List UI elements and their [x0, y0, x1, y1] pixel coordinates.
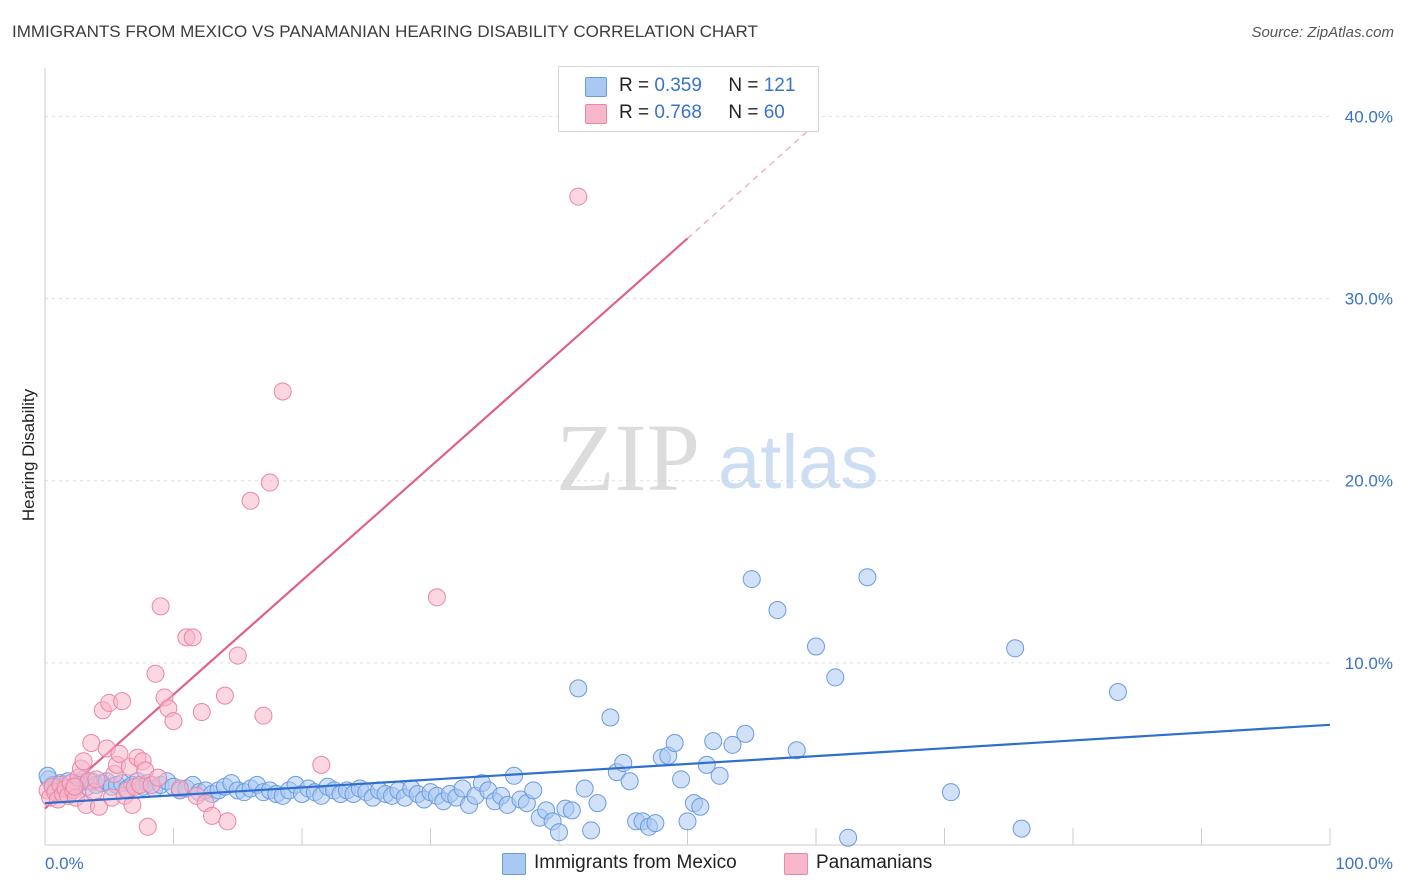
x-tick-label: 0.0%	[45, 854, 84, 873]
point-panamanians	[170, 779, 189, 798]
point-mexico	[691, 797, 710, 816]
watermark: ZIP atlas	[556, 404, 879, 511]
y-tick-label: 10.0%	[1345, 654, 1393, 673]
point-mexico	[723, 735, 742, 754]
point-panamanians	[192, 703, 211, 722]
y-tick-label: 30.0%	[1345, 290, 1393, 309]
point-mexico	[588, 794, 607, 813]
point-mexico	[672, 770, 691, 789]
bottom-legend-swatch-mexico	[502, 853, 526, 875]
legend-n-value: 60	[763, 102, 785, 123]
x-tick-label: 100.0%	[1335, 854, 1393, 873]
point-mexico	[1108, 683, 1127, 701]
point-mexico	[582, 821, 601, 840]
point-panamanians	[151, 597, 170, 616]
y-axis-title: Hearing Disability	[19, 388, 38, 521]
point-mexico	[550, 823, 568, 842]
legend-r-label: R =	[619, 102, 650, 123]
point-mexico	[826, 668, 845, 687]
point-panamanians	[89, 797, 108, 816]
point-panamanians	[183, 628, 202, 647]
trend-line-mexico	[44, 723, 1331, 805]
bottom-legend-label-mexico: Immigrants from Mexico	[534, 852, 737, 873]
point-mexico	[742, 570, 761, 589]
point-mexico	[839, 828, 858, 847]
trend-line-panamanians	[44, 123, 817, 810]
legend-n-value: 121	[763, 75, 796, 96]
legend-n-label: N =	[728, 102, 759, 123]
point-panamanians	[164, 712, 183, 731]
legend-r-value: 0.768	[654, 102, 702, 123]
point-panamanians	[82, 734, 101, 752]
point-mexico	[1012, 819, 1031, 838]
source-label: Source: ZipAtlas.com	[1251, 24, 1394, 41]
point-panamanians	[254, 706, 273, 725]
point-panamanians	[113, 692, 132, 711]
point-panamanians	[203, 806, 222, 825]
tick-labels: 10.0% 20.0% 30.0% 40.0% 0.0% 100.0%	[45, 107, 1393, 873]
point-panamanians	[87, 770, 106, 789]
grid-lines	[45, 115, 1331, 845]
point-panamanians	[74, 752, 93, 771]
legend-r-value: 0.359	[654, 75, 702, 96]
point-mexico	[710, 766, 729, 785]
point-mexico	[807, 637, 825, 656]
trend-line-mexico-solid	[44, 723, 1331, 805]
point-panamanians	[149, 768, 168, 787]
point-panamanians	[427, 588, 446, 607]
trend-line-panamanians-extension	[687, 123, 817, 240]
bottom-legend-label-panamanians: Panamanians	[816, 852, 933, 873]
point-mexico	[562, 801, 581, 820]
point-panamanians	[218, 812, 237, 831]
points-mexico	[38, 568, 1127, 847]
legend-swatch-panamanians	[585, 104, 607, 124]
point-panamanians	[312, 755, 331, 774]
point-mexico	[646, 814, 665, 833]
point-mexico	[941, 783, 960, 802]
point-mexico	[569, 679, 588, 698]
y-tick-label: 40.0%	[1345, 107, 1393, 126]
point-mexico	[697, 755, 716, 774]
correlation-legend: R = 0.359 N = 121 R = 0.768 N = 60	[558, 66, 819, 132]
bottom-legend-swatch-panamanians	[784, 853, 808, 875]
point-panamanians	[241, 491, 260, 510]
point-panamanians	[146, 664, 165, 683]
legend-n-label: N =	[728, 75, 759, 96]
point-mexico	[858, 568, 877, 587]
point-mexico	[620, 772, 639, 791]
point-panamanians	[273, 382, 292, 401]
point-mexico	[768, 601, 787, 620]
point-panamanians	[228, 646, 247, 665]
point-mexico	[1006, 639, 1025, 658]
watermark-atlas: atlas	[718, 420, 879, 505]
point-panamanians	[215, 686, 234, 705]
point-mexico	[665, 734, 684, 752]
point-mexico	[601, 708, 620, 727]
point-panamanians	[138, 817, 157, 836]
point-mexico	[524, 781, 543, 800]
legend-r-label: R =	[619, 75, 650, 96]
trend-line-panamanians-solid	[44, 237, 689, 810]
watermark-zip: ZIP	[556, 404, 700, 511]
legend-swatch-mexico	[585, 77, 607, 97]
point-mexico	[787, 741, 806, 760]
axes	[44, 68, 1330, 846]
chart-title: IMMIGRANTS FROM MEXICO VS PANAMANIAN HEA…	[12, 22, 758, 41]
point-panamanians	[260, 473, 279, 492]
point-mexico	[678, 812, 697, 831]
point-panamanians	[65, 777, 84, 796]
point-mexico	[736, 724, 755, 743]
points-panamanians	[38, 187, 588, 836]
y-tick-label: 20.0%	[1345, 472, 1393, 491]
point-panamanians	[569, 187, 588, 206]
point-mexico	[704, 732, 723, 751]
point-mexico	[575, 779, 594, 798]
point-panamanians	[110, 744, 129, 763]
point-panamanians	[123, 795, 142, 814]
